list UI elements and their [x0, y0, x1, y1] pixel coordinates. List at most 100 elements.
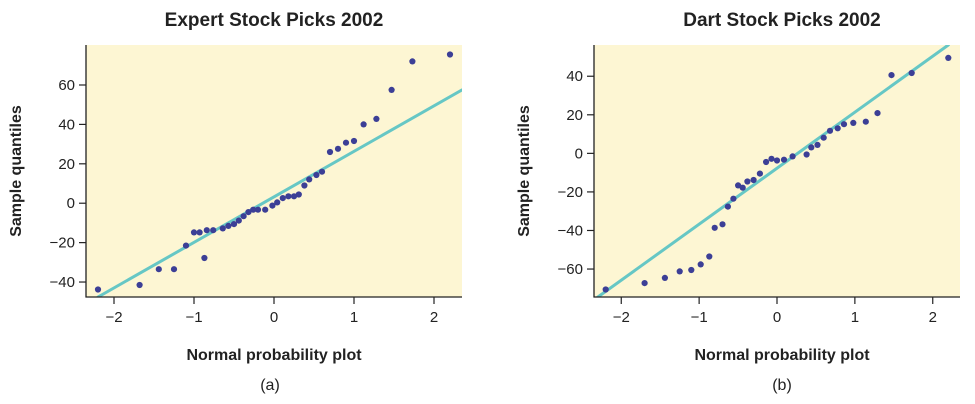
data-point	[269, 202, 276, 209]
y-tick-label: 40	[566, 68, 583, 85]
plot-area-background	[86, 45, 462, 297]
chart-title: Expert Stock Picks 2002	[165, 10, 384, 31]
data-point	[285, 193, 292, 200]
data-point	[235, 217, 242, 224]
data-point	[301, 182, 308, 189]
data-point	[196, 229, 203, 236]
data-point	[446, 51, 454, 58]
x-tick-label: −1	[691, 309, 708, 326]
data-point	[342, 139, 350, 146]
data-point	[908, 69, 915, 77]
x-tick-label: 0	[270, 309, 278, 326]
y-tick-label: −20	[50, 235, 75, 252]
data-point	[94, 286, 102, 293]
data-point	[290, 193, 298, 200]
x-tick-label: 1	[350, 309, 358, 326]
data-point	[203, 227, 210, 234]
axis-ticks: −2 −1 0 1 2 −60 −40 −20 0 20 40	[558, 68, 937, 326]
y-tick-label: −40	[558, 222, 583, 239]
x-tick-label: −2	[613, 309, 630, 326]
data-point	[219, 225, 226, 232]
data-point	[688, 266, 695, 274]
x-tick-label: 0	[773, 309, 781, 326]
data-point	[834, 125, 841, 132]
data-point	[739, 184, 746, 191]
data-point	[190, 229, 198, 236]
data-point	[136, 281, 143, 289]
data-point	[306, 176, 313, 183]
data-point	[295, 191, 302, 198]
data-point	[756, 170, 764, 177]
y-axis-label: Sample quantiles	[8, 105, 25, 237]
x-tick-label: 2	[929, 309, 937, 326]
data-point	[780, 156, 788, 163]
y-axis-label: Sample quantiles	[516, 105, 533, 237]
y-tick-label: 0	[575, 145, 583, 162]
panel-caption: (b)	[772, 377, 792, 394]
y-tick-label: 60	[58, 77, 75, 94]
data-point	[274, 199, 281, 206]
data-point	[706, 253, 713, 260]
data-point	[826, 127, 834, 134]
data-point	[225, 222, 232, 229]
data-point	[602, 286, 609, 293]
data-point	[230, 221, 238, 228]
data-point	[254, 206, 262, 213]
y-tick-label: −60	[558, 261, 583, 278]
data-point	[724, 203, 732, 210]
data-point	[210, 227, 217, 234]
chart-title: Dart Stock Picks 2002	[683, 10, 881, 31]
data-point	[313, 171, 320, 179]
y-tick-label: 20	[566, 107, 583, 124]
data-point	[730, 195, 737, 202]
data-point	[862, 118, 869, 125]
data-point	[661, 274, 669, 281]
y-tick-label: 0	[67, 195, 75, 212]
data-point	[350, 137, 358, 145]
reference-line	[96, 88, 462, 297]
data-point	[697, 261, 704, 268]
panel-caption: (a)	[260, 377, 280, 394]
data-point	[240, 213, 247, 220]
data-point	[641, 280, 648, 287]
data-point	[808, 144, 815, 151]
data-point	[250, 206, 257, 213]
data-point	[409, 58, 416, 65]
data-points	[602, 54, 952, 293]
x-tick-label: −1	[185, 309, 202, 326]
data-point	[945, 54, 952, 62]
y-tick-label: −20	[558, 184, 583, 201]
reference-line-group	[596, 45, 950, 297]
data-points	[94, 51, 454, 293]
data-point	[719, 221, 726, 228]
data-point	[820, 134, 827, 141]
data-point	[840, 121, 848, 128]
data-point	[711, 224, 718, 231]
data-point	[388, 86, 395, 93]
reference-line	[596, 45, 950, 297]
data-point	[279, 195, 286, 202]
y-tick-label: 40	[58, 116, 75, 133]
data-point	[850, 119, 857, 126]
data-point	[874, 110, 881, 117]
data-point	[360, 121, 367, 128]
data-point	[262, 206, 269, 213]
data-point	[245, 209, 252, 216]
data-point	[789, 153, 796, 160]
data-point	[814, 141, 821, 148]
x-tick-label: −2	[105, 309, 122, 326]
data-point	[750, 176, 757, 184]
data-point	[326, 148, 334, 156]
data-point	[744, 178, 751, 185]
chart-panel-b: Dart Stock Picks 2002 Normal probability…	[516, 10, 960, 394]
axes-lines	[593, 45, 960, 298]
x-axis-label: Normal probability plot	[694, 347, 870, 364]
data-point	[763, 158, 770, 166]
y-tick-label: −40	[50, 274, 75, 291]
x-axis-label: Normal probability plot	[186, 347, 362, 364]
data-point	[334, 145, 342, 152]
data-point	[182, 242, 190, 249]
data-point	[768, 155, 775, 162]
